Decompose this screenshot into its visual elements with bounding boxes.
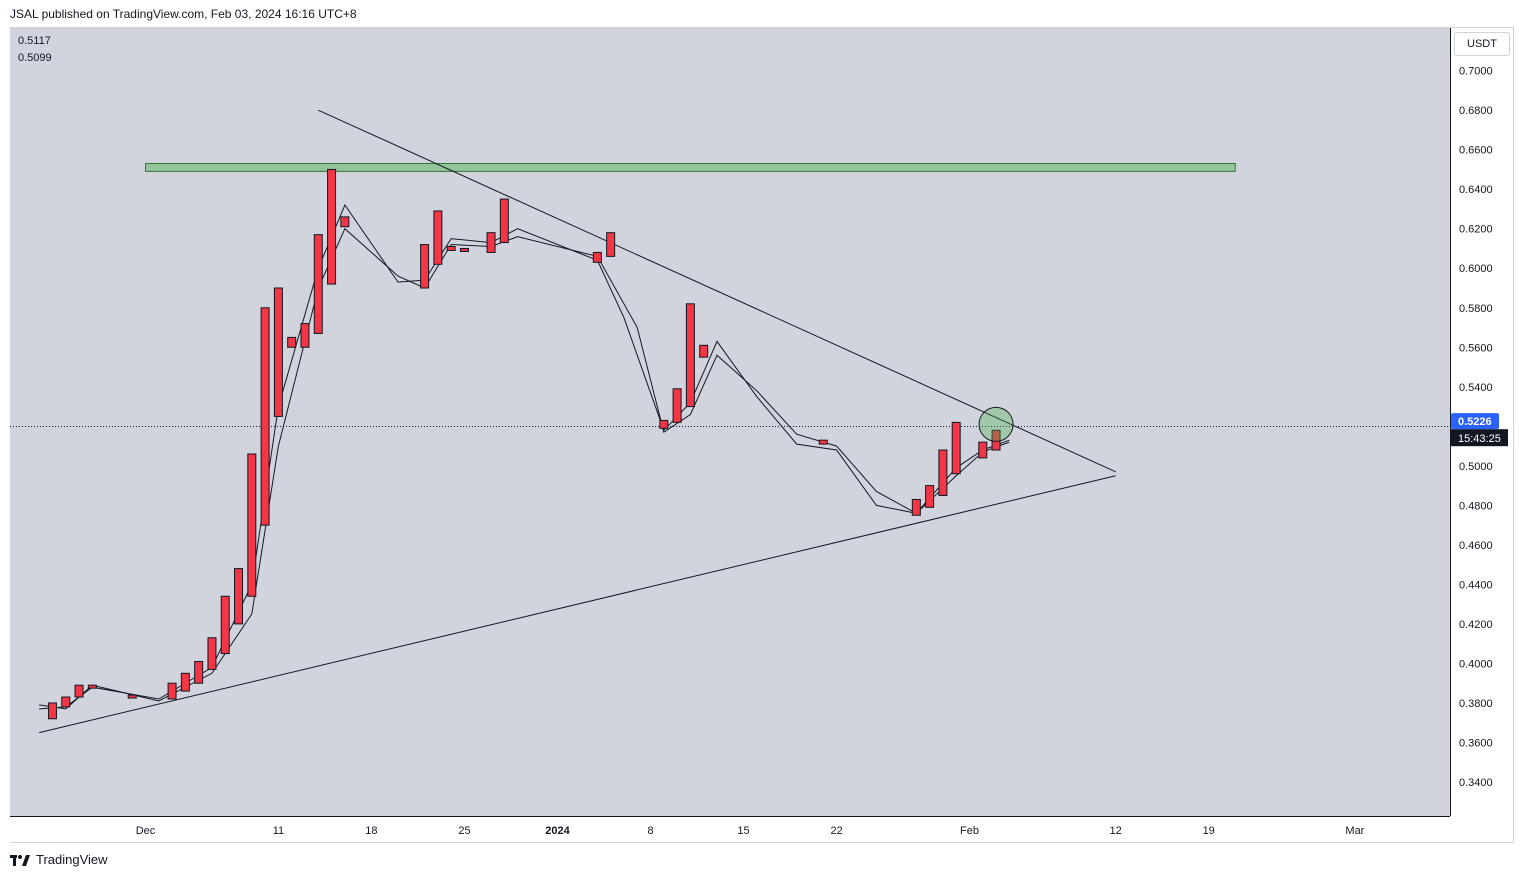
time-tick-label: Feb [960, 825, 979, 837]
candle [459, 247, 469, 252]
candle [167, 682, 177, 700]
resistance-zone [145, 163, 1236, 172]
footer-brand-label: TradingView [36, 852, 108, 867]
publish-info: JSAL published on TradingView.com, Feb 0… [10, 7, 357, 21]
countdown-badge [1451, 429, 1508, 447]
candle [818, 439, 828, 445]
price-tick-label: 0.4800 [1459, 500, 1493, 512]
candle [925, 485, 935, 508]
candle [606, 232, 616, 257]
price-axis[interactable]: 0.7000 0.6800 0.6600 0.6400 0.6200 0.6000 0.58… [1450, 28, 1513, 816]
countdown-label: 15:43:25 [1458, 433, 1501, 445]
candle [234, 568, 244, 625]
candle [951, 421, 961, 475]
candle [446, 246, 456, 251]
price-tick-label: 0.6600 [1459, 145, 1493, 157]
price-tick-label: 0.7000 [1459, 66, 1493, 78]
legend-value-1: 0.5117 [18, 35, 51, 47]
candle [74, 684, 84, 698]
candle [685, 303, 695, 408]
highlight-circle-marker [978, 406, 1014, 442]
candle [313, 234, 323, 334]
tradingview-logo-icon [10, 854, 30, 866]
price-tick-label: 0.5800 [1459, 303, 1493, 315]
candle [659, 419, 669, 429]
candle [127, 694, 137, 699]
price-tick-label: 0.5000 [1459, 461, 1493, 473]
candle [194, 660, 204, 684]
time-tick-label: Dec [136, 825, 156, 837]
time-tick-label: 19 [1203, 825, 1215, 837]
candle [938, 449, 948, 496]
candle [47, 702, 57, 720]
price-tick-label: 0.6800 [1459, 105, 1493, 117]
candle [592, 251, 602, 263]
candle [911, 498, 921, 516]
candle [207, 637, 217, 670]
candlestick-chart[interactable] [10, 28, 1450, 816]
candle [991, 429, 1001, 451]
time-tick-label: 15 [737, 825, 749, 837]
candle [486, 232, 496, 253]
price-tick-label: 0.4600 [1459, 540, 1493, 552]
candle [340, 216, 350, 228]
candle [300, 323, 310, 348]
time-tick-label: 25 [458, 825, 470, 837]
price-tick-label: 0.5600 [1459, 342, 1493, 354]
price-axis-scale: 0.7000 0.6800 0.6600 0.6400 0.6200 0.6000 0.58… [1451, 66, 1508, 789]
time-tick-label: 12 [1110, 825, 1122, 837]
candle [420, 244, 430, 289]
currency-button[interactable]: USDT [1454, 32, 1510, 56]
price-tick-label: 0.6200 [1459, 224, 1493, 236]
time-axis-scale: Dec 11 18 25 2024 8 15 22 Feb 12 19 Mar [136, 825, 1365, 837]
candle [287, 336, 297, 348]
moving-average-line-2 [39, 227, 1010, 710]
candle [180, 672, 190, 692]
time-tick-label: 8 [647, 825, 653, 837]
price-tick-label: 0.3800 [1459, 698, 1493, 710]
price-tick-label: 0.5400 [1459, 382, 1493, 394]
price-tick-label: 0.4400 [1459, 579, 1493, 591]
descending-trendline [318, 109, 1116, 473]
candle [699, 344, 709, 358]
candle [247, 453, 257, 597]
candle [260, 307, 270, 526]
chart-plot-area[interactable] [10, 28, 1450, 816]
price-tick-label: 0.6400 [1459, 184, 1493, 196]
time-axis[interactable]: Dec 11 18 25 2024 8 15 22 Feb 12 19 Mar [10, 816, 1450, 842]
time-tick-label: 2024 [545, 825, 570, 837]
time-tick-label: 11 [273, 825, 284, 837]
last-price-label: 0.5226 [1458, 416, 1492, 428]
last-price-badge [1451, 413, 1499, 430]
time-tick-label: Mar [1345, 825, 1364, 837]
candle [978, 441, 988, 459]
legend-value-2: 0.5099 [18, 52, 52, 64]
candle [273, 287, 283, 417]
price-tick-label: 0.3400 [1459, 777, 1493, 789]
price-tick-label: 0.6000 [1459, 263, 1493, 275]
candle [672, 388, 682, 423]
candle [220, 595, 230, 655]
time-tick-label: 22 [830, 825, 842, 837]
time-tick-label: 18 [365, 825, 377, 837]
candle [327, 168, 337, 285]
price-tick-label: 0.4200 [1459, 619, 1493, 631]
footer-brand[interactable]: TradingView [10, 852, 108, 867]
candle [433, 210, 443, 265]
moving-average-line-1 [39, 203, 1010, 710]
ascending-trendline [39, 475, 1116, 734]
candle [61, 696, 71, 708]
price-tick-label: 0.4000 [1459, 658, 1493, 670]
candle [499, 198, 509, 244]
candle [87, 684, 97, 689]
price-tick-label: 0.3600 [1459, 737, 1493, 749]
